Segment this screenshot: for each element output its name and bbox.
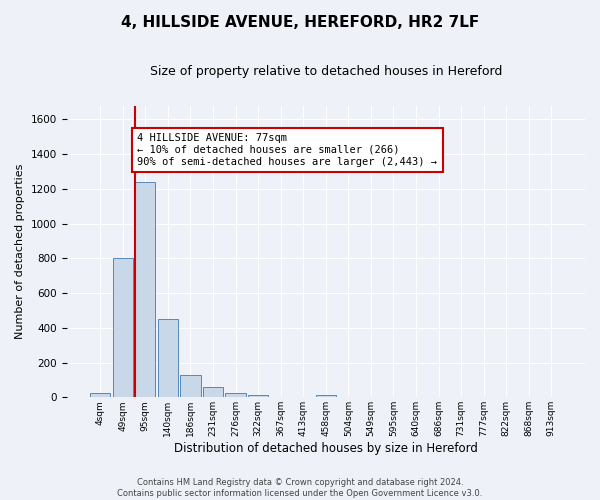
Text: 4, HILLSIDE AVENUE, HEREFORD, HR2 7LF: 4, HILLSIDE AVENUE, HEREFORD, HR2 7LF [121,15,479,30]
Bar [158,319,178,398]
Y-axis label: Number of detached properties: Number of detached properties [15,164,25,339]
Bar [248,394,268,398]
Bar [181,374,200,398]
Bar [135,182,155,398]
Text: Contains HM Land Registry data © Crown copyright and database right 2024.
Contai: Contains HM Land Registry data © Crown c… [118,478,482,498]
Bar [203,387,223,398]
Bar [90,393,110,398]
Bar [113,258,133,398]
X-axis label: Distribution of detached houses by size in Hereford: Distribution of detached houses by size … [174,442,478,455]
Bar [316,394,336,398]
Bar [226,393,246,398]
Title: Size of property relative to detached houses in Hereford: Size of property relative to detached ho… [149,65,502,78]
Text: 4 HILLSIDE AVENUE: 77sqm
← 10% of detached houses are smaller (266)
90% of semi-: 4 HILLSIDE AVENUE: 77sqm ← 10% of detach… [137,134,437,166]
